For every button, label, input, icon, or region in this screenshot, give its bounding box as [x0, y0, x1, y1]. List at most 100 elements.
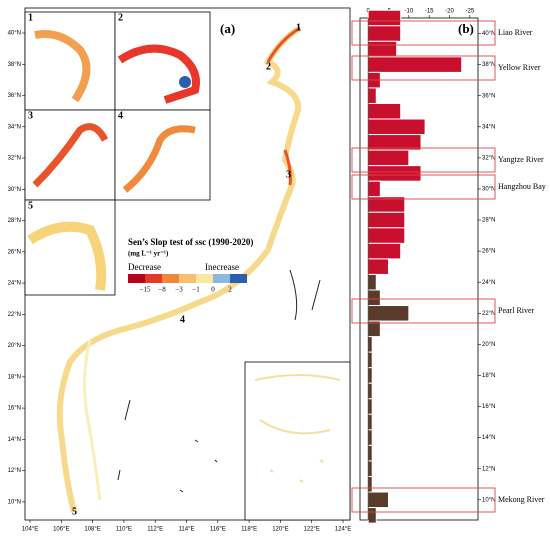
- region-label: 3: [286, 169, 291, 180]
- y-tick-label: 40°N: [482, 31, 495, 37]
- x-tick-label: 122°E: [303, 527, 319, 533]
- y-tick-label: 14°N: [8, 437, 21, 443]
- y-tick-label: 10°N: [482, 497, 495, 503]
- inset-label: 2: [118, 12, 123, 23]
- region-label: 5: [72, 506, 77, 517]
- legend-units: (mg L⁻¹ yr⁻¹): [128, 250, 169, 258]
- river-box: [351, 20, 496, 46]
- y-tick-label: 38°N: [482, 62, 495, 68]
- bar: [367, 398, 373, 415]
- bar: [367, 367, 373, 384]
- legend-tick: −1: [192, 286, 200, 294]
- x-tick-label: 110°E: [116, 527, 132, 533]
- inset-label: 5: [28, 200, 33, 211]
- legend-tick: −15: [140, 286, 151, 294]
- legend-tick: −8: [158, 286, 166, 294]
- x-tick-label: 108°E: [84, 527, 100, 533]
- x-tick-label: -25: [466, 9, 475, 15]
- river-label: Pearl River: [498, 306, 535, 315]
- bar: [367, 87, 377, 104]
- inset-increase: [179, 76, 191, 88]
- bar: [367, 242, 402, 260]
- inset-coast: [27, 221, 107, 291]
- inset-coast: [254, 374, 341, 483]
- x-tick-label: -15: [425, 9, 434, 15]
- bar: [367, 56, 463, 73]
- inset: [114, 11, 211, 111]
- coastline-hotspot: [266, 26, 301, 186]
- bar: [367, 289, 381, 307]
- shelf-line: [82, 339, 102, 501]
- y-tick-label: 22°N: [482, 311, 495, 317]
- bar: [367, 118, 426, 136]
- y-tick-label: 22°N: [8, 312, 21, 318]
- inset-coast: [122, 125, 196, 193]
- y-tick-label: 16°N: [8, 406, 21, 412]
- river-box: [351, 487, 496, 513]
- y-tick-label: 36°N: [8, 93, 21, 99]
- bar: [367, 273, 377, 291]
- inset-label: 4: [118, 110, 123, 121]
- y-tick-label: 38°N: [8, 62, 21, 68]
- legend-increase: Inecrease: [205, 262, 239, 272]
- y-tick-label: 32°N: [8, 156, 21, 162]
- y-tick-label: 12°N: [482, 466, 495, 472]
- y-tick-label: 18°N: [8, 374, 21, 380]
- river-label: Yangtze River: [498, 155, 544, 164]
- bar: [367, 25, 402, 42]
- panel-label: (b): [458, 21, 474, 36]
- bar: [367, 460, 373, 477]
- legend-tick: 0: [211, 286, 215, 294]
- bar: [367, 227, 406, 244]
- y-tick-label: 26°N: [482, 249, 495, 255]
- bar: [367, 382, 373, 400]
- legend-tick: 2: [228, 286, 232, 294]
- bar: [367, 351, 373, 369]
- bar: [367, 491, 389, 509]
- river-box: [351, 55, 496, 81]
- x-tick-label: 116°E: [210, 527, 226, 533]
- bar: [367, 444, 373, 462]
- legend-swatch: [145, 274, 162, 283]
- river-box: [351, 298, 496, 324]
- y-tick-label: 20°N: [8, 343, 21, 349]
- river-label: Yellow River: [498, 63, 541, 72]
- river-label: Liao River: [498, 28, 533, 37]
- x-tick-label: -20: [445, 9, 454, 15]
- inset-coast: [117, 44, 200, 104]
- legend-swatch: [162, 274, 179, 283]
- coastline: [56, 25, 302, 513]
- bar: [367, 258, 389, 275]
- legend-swatch: [128, 274, 145, 283]
- x-tick-label: 114°E: [179, 527, 195, 533]
- y-tick-label: 10°N: [8, 499, 21, 505]
- legend-swatch: [196, 274, 213, 283]
- bar: [367, 475, 373, 493]
- bar: [367, 507, 377, 524]
- y-tick-label: 24°N: [482, 280, 495, 286]
- river-label: Mekong River: [498, 495, 545, 504]
- y-tick-label: 24°N: [8, 281, 21, 287]
- y-tick-label: 28°N: [8, 218, 21, 224]
- y-tick-label: 16°N: [482, 404, 495, 410]
- river-box: [351, 147, 496, 173]
- y-tick-label: 30°N: [8, 187, 21, 193]
- y-tick-label: 36°N: [482, 93, 495, 99]
- islands: [117, 269, 321, 493]
- inset-coast: [34, 30, 91, 103]
- y-tick-label: 34°N: [482, 124, 495, 130]
- river-label: Hangzhou Bay: [498, 182, 546, 191]
- bar: [367, 102, 402, 120]
- inset: [244, 361, 351, 521]
- bar: [367, 9, 402, 27]
- x-tick-label: 106°E: [53, 527, 69, 533]
- bar: [367, 211, 406, 229]
- region-label: 1: [296, 22, 301, 33]
- legend-title: Sen’s Slop test of ssc (1990-2020): [128, 237, 253, 247]
- x-tick-label: 120°E: [272, 527, 288, 533]
- y-tick-label: 30°N: [482, 187, 495, 193]
- x-tick-label: 118°E: [241, 527, 257, 533]
- legend-swatch: [213, 274, 230, 283]
- bar: [367, 40, 398, 58]
